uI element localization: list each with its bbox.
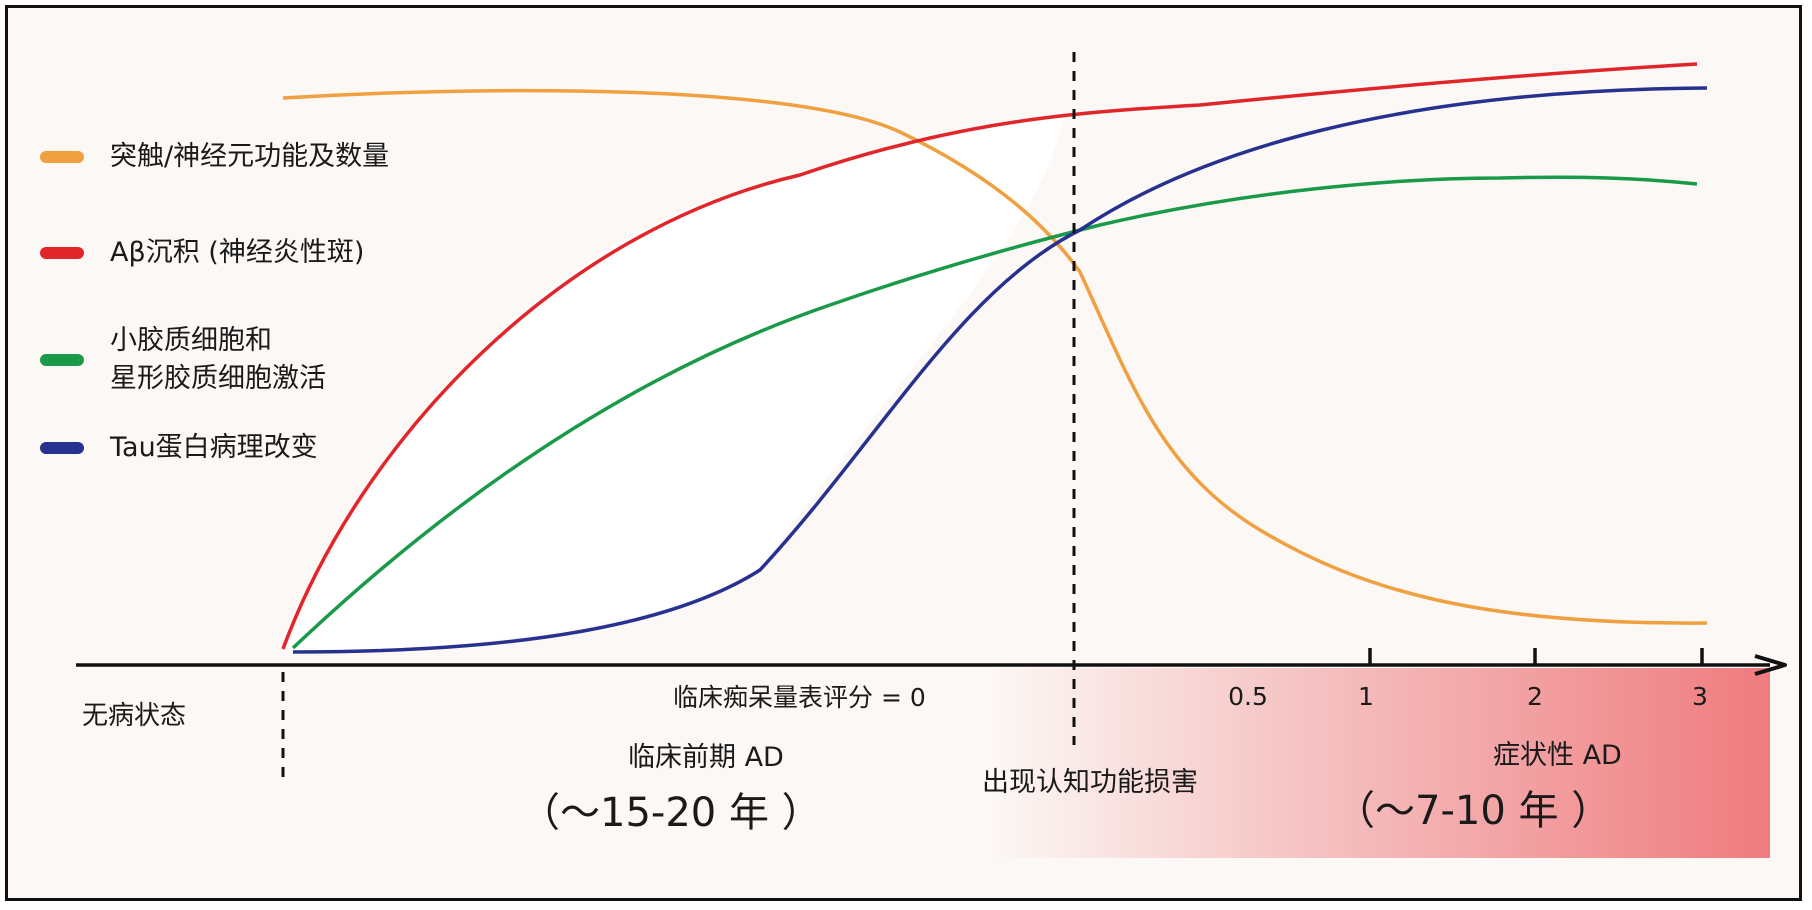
preclinical-phase-label: 临床前期 AD bbox=[628, 742, 784, 773]
legend-item-tau: Tau蛋白病理改变 bbox=[40, 429, 318, 467]
no-disease-label: 无病状态 bbox=[82, 701, 187, 731]
tick-label: 3 bbox=[1692, 682, 1708, 711]
preclinical-shaded-area bbox=[287, 115, 1065, 652]
legend-item-synapse: 突触/神经元功能及数量 bbox=[40, 138, 389, 176]
symptomatic-phase-label: 症状性 AD bbox=[1493, 740, 1622, 771]
glia-activation-curve bbox=[291, 175, 1698, 650]
synapse-neuron-curve bbox=[282, 88, 1708, 625]
symptomatic-duration-label: （～7-10 年 ） bbox=[1335, 788, 1612, 834]
legend-swatch bbox=[40, 151, 84, 163]
cognitive-impairment-label: 出现认知功能损害 bbox=[982, 767, 1198, 798]
legend-label: Tau蛋白病理改变 bbox=[110, 432, 318, 463]
legend-item-glia: 小胶质细胞和 星形胶质细胞激活 bbox=[40, 322, 326, 398]
legend-swatch bbox=[40, 247, 84, 259]
legend-label: 突触/神经元功能及数量 bbox=[110, 141, 390, 172]
legend-swatch bbox=[40, 354, 84, 366]
legend-item-abeta: Aβ沉积 (神经炎性斑) bbox=[40, 234, 364, 272]
preclinical-duration-label: （～15-20 年 ） bbox=[520, 790, 822, 836]
cdr-score-label: 临床痴呆量表评分 = 0 bbox=[673, 683, 926, 712]
axis-arrowhead bbox=[1754, 654, 1787, 676]
tick-label: 1 bbox=[1358, 682, 1374, 711]
abeta-curve bbox=[281, 62, 1698, 650]
legend-label: 小胶质细胞和 星形胶质细胞激活 bbox=[110, 325, 326, 394]
tau-curve bbox=[292, 86, 1708, 654]
tick-label: 2 bbox=[1527, 682, 1543, 711]
legend-swatch bbox=[40, 442, 84, 454]
symptomatic-gradient-band bbox=[990, 668, 1770, 858]
tick-label: 0.5 bbox=[1228, 682, 1268, 711]
legend-label: Aβ沉积 (神经炎性斑) bbox=[110, 237, 365, 268]
